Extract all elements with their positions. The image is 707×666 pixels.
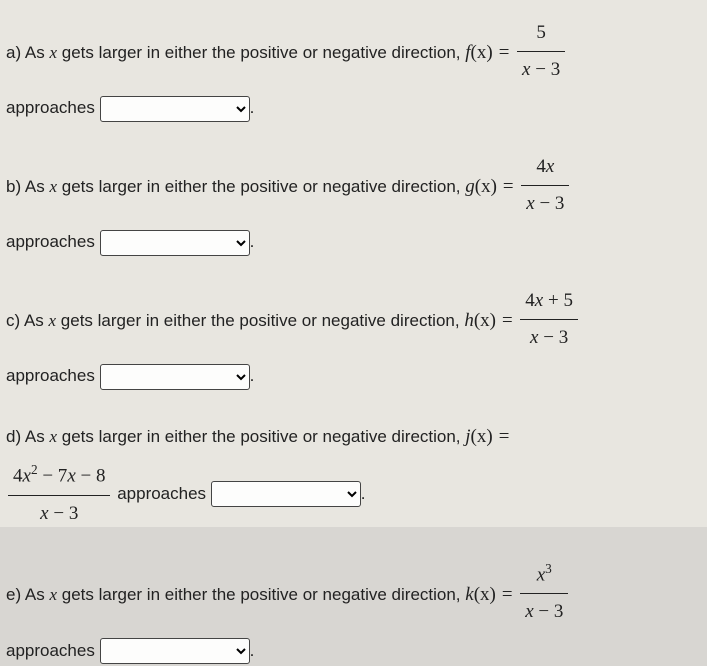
frac-d-den: x − 3 (8, 496, 110, 531)
question-a-line1: a) As x gets larger in either the positi… (6, 18, 693, 89)
text-c-mid: gets larger in either the positive or ne… (56, 311, 464, 330)
label-d: d) (6, 427, 21, 446)
frac-d-num: 4x2 − 7x − 8 (8, 458, 110, 496)
answer-select-d[interactable] (211, 481, 361, 507)
frac-a-den-op: − (530, 59, 550, 80)
question-c-line2: approaches . (6, 361, 693, 392)
question-d: d) As x gets larger in either the positi… (6, 420, 693, 531)
var-x-d: x (49, 427, 57, 446)
frac-c-num: 4x + 5 (520, 284, 578, 320)
text-b-prefix: As (25, 177, 50, 196)
text-e-prefix: As (25, 585, 50, 604)
label-a: a) (6, 43, 21, 62)
question-e-line2: approaches . (6, 636, 693, 666)
approaches-c: approaches (6, 366, 95, 385)
fn-arg-e: (x) (474, 584, 496, 605)
var-x-a: x (49, 43, 57, 62)
question-b-line2: approaches . (6, 227, 693, 258)
frac-b-den: x − 3 (521, 186, 569, 221)
frac-c-den-op: − (538, 327, 558, 348)
text-e-mid: gets larger in either the positive or ne… (57, 585, 465, 604)
approaches-d: approaches (117, 484, 206, 503)
frac-a-num: 5 (517, 16, 565, 52)
question-d-line2: 4x2 − 7x − 8 x − 3 approaches . (6, 458, 693, 531)
fn-arg-d: (x) (471, 426, 493, 447)
fn-g: g (465, 176, 475, 197)
period-d: . (361, 484, 366, 503)
eq-sign-b: = (497, 176, 519, 197)
question-b-line1: b) As x gets larger in either the positi… (6, 152, 693, 223)
frac-a-den-r: 3 (551, 59, 561, 80)
fn-arg-b: (x) (475, 176, 497, 197)
fn-arg-c: (x) (474, 310, 496, 331)
frac-d-den-x: x (40, 503, 48, 524)
period-c: . (250, 366, 255, 385)
fraction-a: 5 x − 3 (517, 16, 565, 87)
text-a-mid: gets larger in either the positive or ne… (57, 43, 465, 62)
question-e: e) As x gets larger in either the positi… (6, 559, 693, 666)
answer-select-b[interactable] (100, 230, 250, 256)
frac-e-num: x3 (520, 557, 568, 595)
fraction-e: x3 x − 3 (520, 557, 568, 630)
text-a-prefix: As (25, 43, 50, 62)
answer-select-a[interactable] (100, 96, 250, 122)
period-b: . (250, 232, 255, 251)
frac-e-den: x − 3 (520, 594, 568, 629)
frac-c-den: x − 3 (520, 320, 578, 355)
question-d-line1: d) As x gets larger in either the positi… (6, 420, 693, 454)
var-x-e: x (49, 585, 57, 604)
frac-a-den: x − 3 (517, 52, 565, 87)
question-a: a) As x gets larger in either the positi… (6, 18, 693, 124)
fraction-d: 4x2 − 7x − 8 x − 3 (8, 458, 110, 531)
text-d-prefix: As (25, 427, 50, 446)
fraction-b: 4x x − 3 (521, 150, 569, 221)
var-x-c: x (49, 311, 57, 330)
eq-sign-a: = (493, 42, 515, 63)
frac-e-den-x: x (525, 601, 533, 622)
answer-select-e[interactable] (100, 638, 250, 664)
question-e-line1: e) As x gets larger in either the positi… (6, 559, 693, 632)
frac-b-num-x: x (546, 156, 554, 177)
eq-sign-c: = (496, 310, 518, 331)
text-d-mid: gets larger in either the positive or ne… (57, 427, 465, 446)
fn-k: k (465, 584, 473, 605)
eq-sign-e: = (496, 584, 518, 605)
frac-e-den-r: 3 (554, 601, 564, 622)
worksheet-page: a) As x gets larger in either the positi… (0, 0, 707, 527)
frac-b-den-r: 3 (555, 193, 565, 214)
fn-h: h (464, 310, 474, 331)
question-c-line1: c) As x gets larger in either the positi… (6, 286, 693, 357)
frac-e-num-x: x (537, 564, 545, 585)
label-c: c) (6, 311, 20, 330)
answer-select-c[interactable] (100, 364, 250, 390)
frac-e-exp: 3 (545, 561, 552, 576)
label-b: b) (6, 177, 21, 196)
frac-c-den-r: 3 (559, 327, 569, 348)
text-c-prefix: As (24, 311, 49, 330)
approaches-b: approaches (6, 232, 95, 251)
frac-d-exp: 2 (31, 462, 38, 477)
period-e: . (250, 641, 255, 660)
text-b-mid: gets larger in either the positive or ne… (57, 177, 465, 196)
frac-e-den-op: − (534, 601, 554, 622)
fraction-c: 4x + 5 x − 3 (520, 284, 578, 355)
var-x-b: x (49, 177, 57, 196)
frac-d-den-r: 3 (69, 503, 79, 524)
frac-b-den-op: − (535, 193, 555, 214)
label-e: e) (6, 585, 21, 604)
frac-b-num: 4x (521, 150, 569, 186)
eq-sign-d: = (493, 426, 511, 447)
question-c: c) As x gets larger in either the positi… (6, 286, 693, 392)
question-b: b) As x gets larger in either the positi… (6, 152, 693, 258)
approaches-e: approaches (6, 641, 95, 660)
question-a-line2: approaches . (6, 93, 693, 124)
frac-b-den-x: x (526, 193, 534, 214)
fn-arg-a: (x) (471, 42, 493, 63)
frac-d-den-op: − (49, 503, 69, 524)
approaches-a: approaches (6, 98, 95, 117)
period-a: . (250, 98, 255, 117)
frac-b-num-4: 4 (536, 156, 546, 177)
